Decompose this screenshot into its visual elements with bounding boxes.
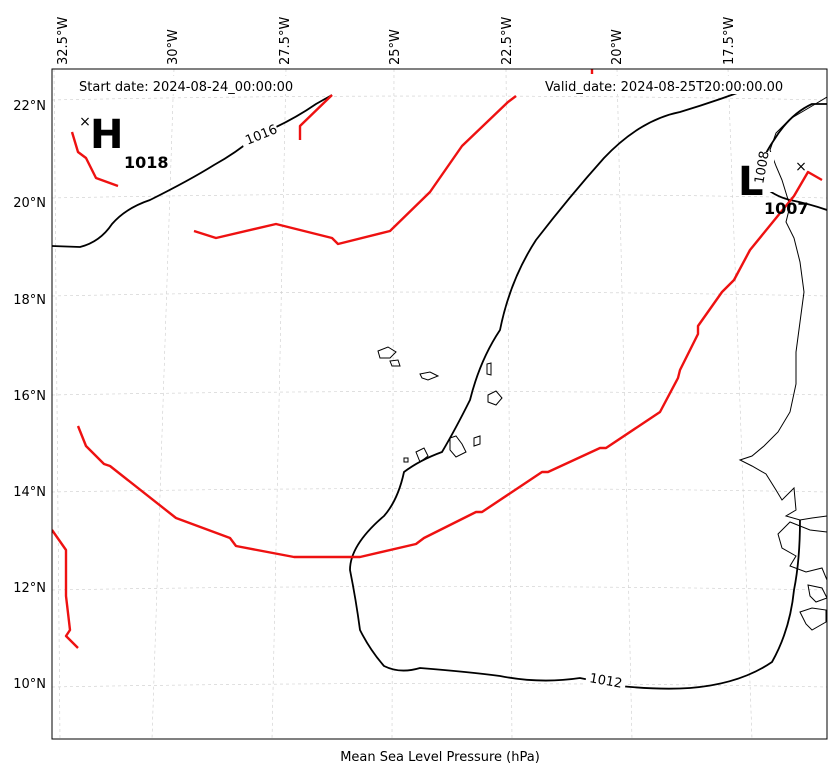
lat-tick-labels: 22°N 20°N 18°N 16°N 14°N 12°N 10°N	[13, 99, 46, 692]
gridline-lat-20	[52, 193, 827, 199]
high-marker: ×	[79, 114, 91, 130]
gridline-lon-20	[616, 69, 633, 739]
gridline-lat-22	[52, 95, 827, 101]
isobar-1012	[349, 82, 801, 690]
lat-tick-12n: 12°N	[13, 581, 46, 596]
lat-tick-10n: 10°N	[13, 677, 46, 692]
gridline-lon-25	[391, 69, 395, 739]
island-sao-nicolau	[419, 371, 440, 381]
low-value: 1007	[764, 199, 809, 218]
island-sao-vicente	[389, 359, 401, 367]
start-date-label: Start date: 2024-08-24_00:00:00	[79, 80, 293, 95]
front-2	[193, 95, 517, 246]
lon-tick-25w: 25°W	[388, 29, 403, 65]
front-3	[298, 94, 333, 140]
high-symbol: H	[90, 112, 123, 158]
island-brava	[403, 457, 409, 463]
coastline-africa	[738, 96, 827, 521]
island-sal	[486, 362, 492, 376]
gridline-lat-14	[52, 488, 827, 493]
front-1	[70, 131, 119, 188]
lat-tick-18n: 18°N	[13, 293, 46, 308]
lat-tick-20n: 20°N	[13, 196, 46, 211]
plot-area	[52, 69, 827, 739]
island-maio	[473, 435, 481, 447]
low-marker: ×	[795, 159, 807, 175]
island-boa-vista	[487, 390, 503, 406]
high-value: 1018	[124, 153, 169, 172]
gridline-lat-18	[52, 291, 827, 297]
coastlines	[377, 96, 827, 631]
gridlines	[52, 69, 827, 739]
low-symbol: L	[738, 159, 764, 205]
lon-tick-labels: 32.5°W 30°W 27.5°W 25°W 22.5°W 20°W 17.5…	[56, 17, 737, 65]
lat-tick-22n: 22°N	[13, 99, 46, 114]
lon-tick-20w: 20°W	[610, 29, 625, 65]
lon-tick-32-5w: 32.5°W	[56, 17, 71, 65]
gridline-lon-32	[53, 69, 61, 739]
island-santiago	[449, 435, 467, 458]
gridline-lat-10	[52, 683, 827, 688]
contour-label-1008: 1008	[752, 150, 773, 185]
gridline-lon-17	[727, 69, 753, 739]
x-axis-label: Mean Sea Level Pressure (hPa)	[340, 750, 540, 765]
coastline-south	[799, 607, 827, 631]
valid-date-label: Valid_date: 2024-08-25T20:00:00.00	[545, 80, 783, 95]
lon-tick-22-5w: 22.5°W	[500, 17, 515, 65]
front-4	[76, 170, 823, 559]
island-fogo	[415, 447, 429, 463]
island-santo-antao	[377, 346, 397, 359]
pressure-center-low: × L 1007	[738, 159, 809, 218]
gridline-lon-27	[271, 69, 287, 739]
gridline-lon-30	[151, 69, 175, 739]
front-5	[52, 529, 79, 649]
lon-tick-30w: 30°W	[166, 29, 181, 65]
lat-tick-14n: 14°N	[13, 485, 46, 500]
gridline-lat-12	[52, 586, 827, 591]
lon-tick-27-5w: 27.5°W	[278, 17, 293, 65]
fronts	[52, 69, 823, 649]
plot-frame	[51, 68, 828, 740]
pressure-center-high: × H 1018	[79, 112, 168, 172]
gridline-lat-16	[52, 391, 827, 396]
contour-label-1012: 1012	[588, 671, 623, 692]
gridline-lon-22	[505, 69, 513, 739]
coastline-bissagos	[807, 584, 827, 603]
lat-tick-16n: 16°N	[13, 389, 46, 404]
lon-tick-17-5w: 17.5°W	[722, 17, 737, 65]
